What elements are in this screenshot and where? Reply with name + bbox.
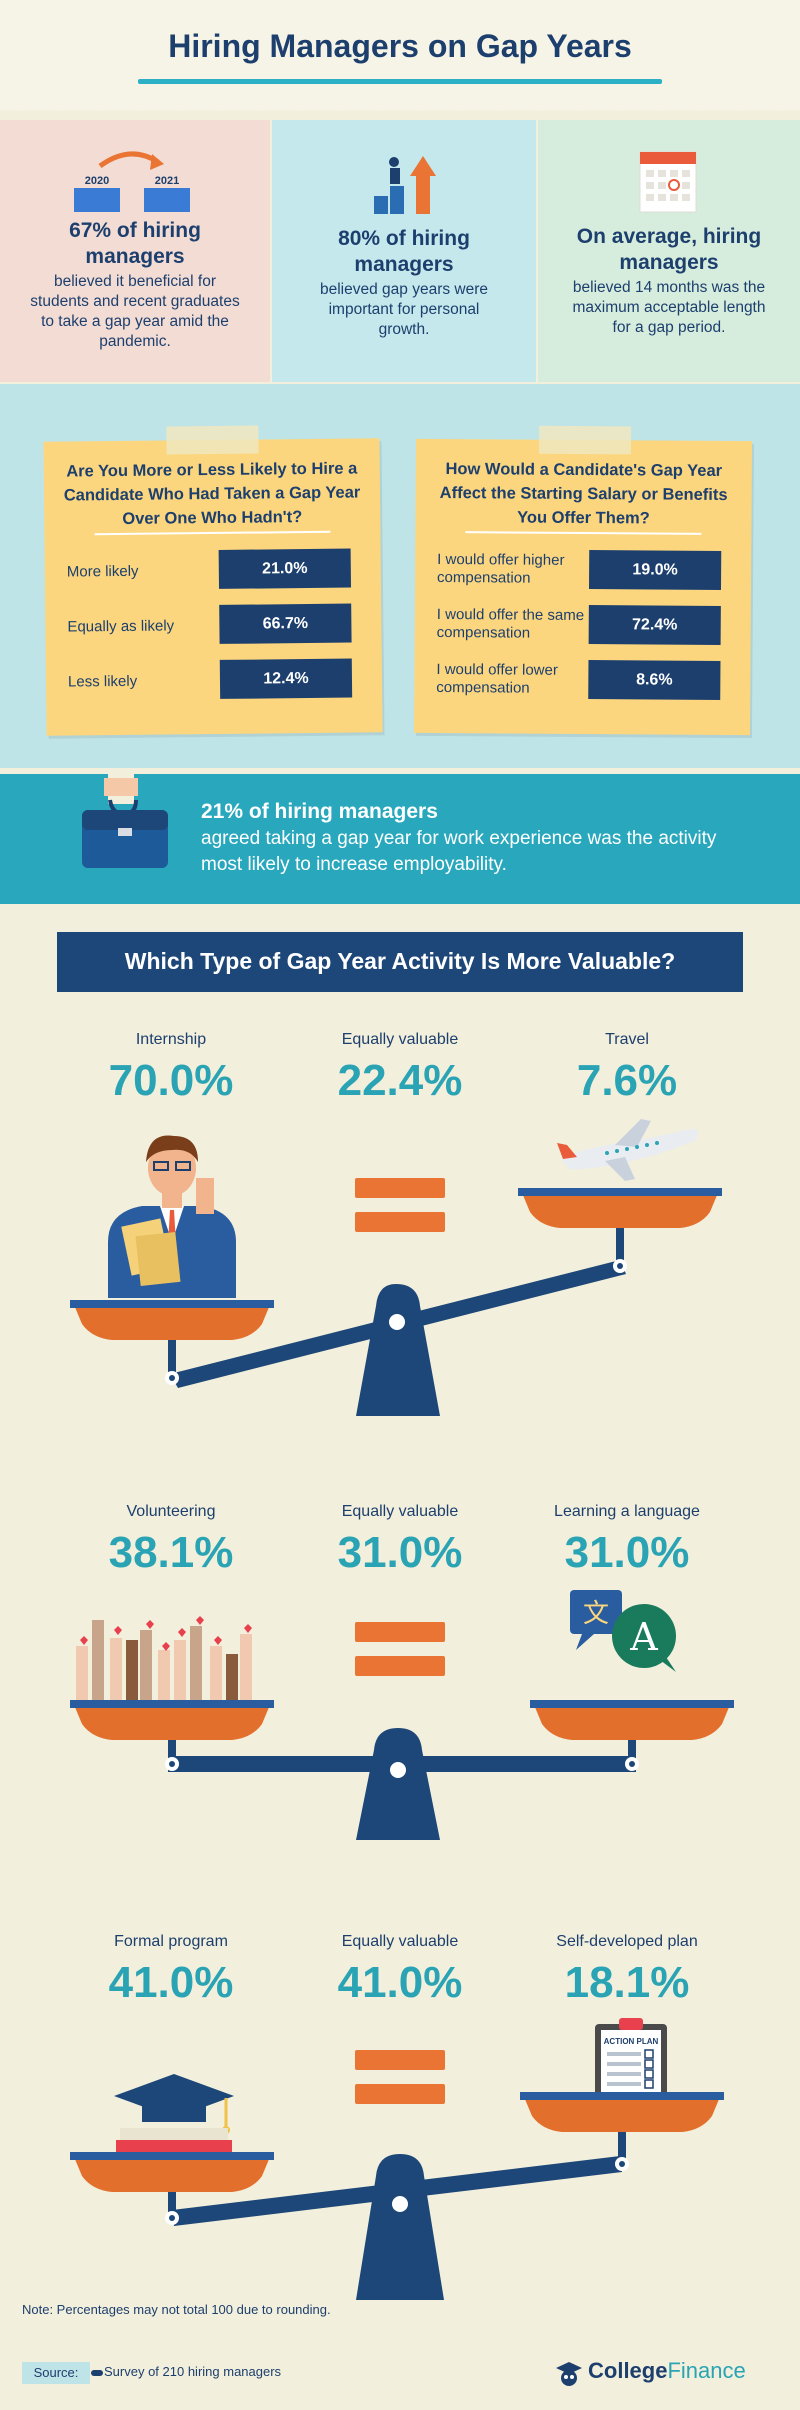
activity-label: Internship bbox=[135, 1031, 207, 1048]
equals-icon bbox=[355, 1656, 445, 1676]
translate-icon: 文 A bbox=[570, 1590, 676, 1672]
businessman-icon bbox=[108, 1135, 236, 1298]
source-marker-icon bbox=[91, 2370, 103, 2376]
balance-scale bbox=[70, 1188, 722, 1416]
row-label: I would offer lower compensation bbox=[436, 660, 558, 697]
activity-label: Learning a language bbox=[554, 1503, 700, 1520]
year-from-label: 2020 bbox=[85, 175, 109, 187]
activity-value: 31.0% bbox=[337, 1528, 463, 1577]
activity-value: 41.0% bbox=[108, 1958, 234, 2007]
briefcase-icon bbox=[82, 770, 168, 868]
header bbox=[0, 0, 800, 110]
activity-label: Equally valuable bbox=[341, 1503, 459, 1520]
activity-label: Travel bbox=[605, 1031, 649, 1048]
row-value: 21.0% bbox=[218, 548, 352, 589]
brand-logo[interactable]: CollegeFinance bbox=[588, 2358, 746, 2384]
page-title: Hiring Managers on Gap Years bbox=[168, 28, 632, 64]
activity-value: 22.4% bbox=[337, 1056, 463, 1105]
activity-banner bbox=[57, 932, 743, 992]
activity-label: Volunteering bbox=[126, 1503, 216, 1520]
salary-card: How Would a Candidate's Gap Year Affect … bbox=[413, 425, 753, 736]
row-label: Equally as likely bbox=[67, 617, 175, 636]
row-value: 72.4% bbox=[588, 605, 721, 645]
calendar-years-icon: 2020 2021 bbox=[74, 151, 190, 212]
row-label: I would offer the same compensation bbox=[436, 605, 585, 642]
activity-value: 31.0% bbox=[564, 1528, 690, 1577]
equals-icon bbox=[355, 2084, 445, 2104]
svg-text:A: A bbox=[629, 1615, 658, 1659]
activity-label: Equally valuable bbox=[341, 1933, 459, 1950]
stat-panel-growth: 80% of hiring managers believed gap year… bbox=[272, 120, 536, 382]
band-description: agreed taking a gap year for work experi… bbox=[201, 828, 717, 875]
row-value: 19.0% bbox=[588, 550, 722, 590]
stat-panel-length: On average, hiring managers believed 14 … bbox=[538, 120, 800, 382]
logo-part-finance: Finance bbox=[667, 2358, 746, 2383]
row-label: More likely bbox=[66, 562, 139, 581]
activity-value: 70.0% bbox=[108, 1056, 234, 1105]
stat-headline: On average, hiring managers bbox=[576, 225, 762, 274]
row-label: Less likely bbox=[67, 672, 138, 691]
activity-value: 18.1% bbox=[564, 1958, 690, 2007]
action-plan-label: ACTION PLAN bbox=[604, 2037, 659, 2046]
row-label: I would offer higher compensation bbox=[437, 550, 565, 587]
card-title: Are You More or Less Likely to Hire a Ca… bbox=[63, 459, 361, 528]
tape bbox=[538, 425, 632, 455]
footer bbox=[0, 2335, 800, 2410]
row-value: 66.7% bbox=[219, 603, 352, 644]
activity-label: Self-developed plan bbox=[556, 1933, 698, 1950]
band-headline: 21% of hiring managers bbox=[201, 800, 438, 823]
airplane-icon bbox=[557, 1119, 699, 1181]
balance-scale bbox=[70, 1700, 734, 1840]
stat-description: believed gap years were important for pe… bbox=[319, 281, 489, 338]
svg-text:文: 文 bbox=[583, 1599, 609, 1629]
stat-description: believed it beneficial for students and … bbox=[30, 273, 240, 350]
activity-value: 38.1% bbox=[108, 1528, 234, 1577]
stat-description: believed 14 months was the maximum accep… bbox=[572, 279, 766, 336]
row-value: 8.6% bbox=[588, 660, 721, 700]
stat-headline: 67% of hiring managers bbox=[69, 219, 201, 268]
raised-hands-icon bbox=[76, 1616, 252, 1700]
source-label: Source: bbox=[22, 2362, 90, 2384]
activity-label: Formal program bbox=[114, 1933, 228, 1950]
rounding-note: Note: Percentages may not total 100 due … bbox=[22, 2302, 331, 2317]
equals-icon bbox=[355, 1622, 445, 1642]
divider bbox=[94, 530, 331, 536]
divider bbox=[465, 531, 702, 535]
curtain-edge bbox=[0, 96, 800, 111]
calendar-icon bbox=[639, 151, 697, 213]
collegefinance-logo-icon bbox=[556, 2362, 582, 2386]
tape bbox=[166, 425, 259, 455]
activity-value: 41.0% bbox=[337, 1958, 463, 2007]
action-plan-icon: ACTION PLAN bbox=[595, 2018, 667, 2098]
title-underline bbox=[138, 79, 662, 84]
growth-stairs-icon bbox=[374, 156, 436, 214]
row-value: 12.4% bbox=[219, 658, 353, 699]
logo-part-college: College bbox=[588, 2358, 668, 2383]
stat-panel-pandemic: 2020 2021 67% of hiring managers believe… bbox=[0, 120, 270, 382]
source-text: Survey of 210 hiring managers bbox=[104, 2364, 282, 2379]
activity-value: 7.6% bbox=[576, 1056, 678, 1105]
activity-label: Equally valuable bbox=[341, 1031, 459, 1048]
balance-scale bbox=[70, 2092, 724, 2300]
graduation-books-icon bbox=[114, 2074, 234, 2164]
year-to-label: 2021 bbox=[155, 175, 179, 187]
activity-title: Which Type of Gap Year Activity Is More … bbox=[124, 948, 676, 974]
hire-likelihood-card: Are You More or Less Likely to Hire a Ca… bbox=[43, 425, 383, 736]
card-title: How Would a Candidate's Gap Year Affect … bbox=[439, 460, 728, 528]
stat-headline: 80% of hiring managers bbox=[338, 227, 470, 276]
equals-icon bbox=[355, 1212, 445, 1232]
equals-icon bbox=[355, 1178, 445, 1198]
equals-icon bbox=[355, 2050, 445, 2070]
